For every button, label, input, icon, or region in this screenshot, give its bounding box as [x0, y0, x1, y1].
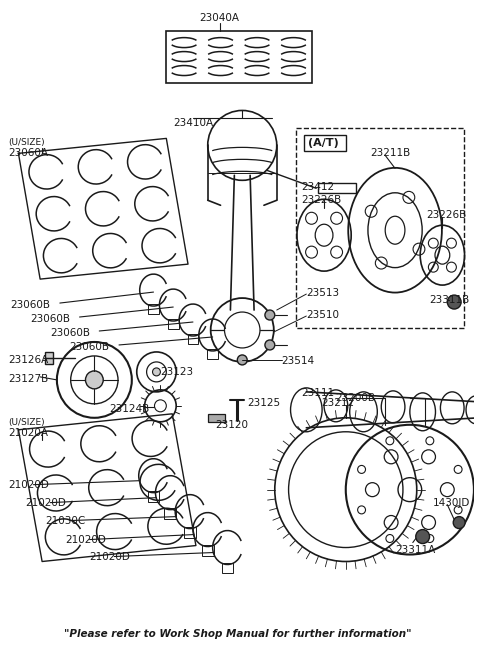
- Text: 21020D: 21020D: [9, 479, 49, 490]
- Text: (U/SIZE): (U/SIZE): [9, 138, 45, 147]
- Text: 23124B: 23124B: [109, 404, 149, 414]
- Text: 21020D: 21020D: [89, 552, 130, 561]
- Text: 23513: 23513: [306, 288, 339, 298]
- Bar: [45, 352, 53, 364]
- Bar: [167, 31, 312, 83]
- Text: 23060B: 23060B: [11, 300, 50, 310]
- Text: "Please refer to Work Shop Manual for further information": "Please refer to Work Shop Manual for fu…: [63, 629, 411, 639]
- Circle shape: [265, 340, 275, 350]
- Text: 23060B: 23060B: [70, 342, 110, 352]
- Text: 23200B: 23200B: [336, 393, 376, 403]
- Text: 21020A: 21020A: [9, 428, 48, 438]
- Text: 23412: 23412: [301, 182, 335, 193]
- Text: 23111: 23111: [301, 388, 335, 398]
- Text: 23226B: 23226B: [301, 195, 342, 205]
- Bar: [184, 527, 196, 538]
- Text: 23123: 23123: [160, 367, 193, 377]
- Bar: [297, 128, 464, 328]
- Text: 23212: 23212: [321, 398, 354, 408]
- Text: 21020D: 21020D: [25, 498, 66, 508]
- Text: 23410A: 23410A: [173, 119, 213, 128]
- Bar: [208, 414, 226, 422]
- Circle shape: [416, 530, 430, 544]
- Circle shape: [237, 355, 247, 365]
- Bar: [202, 544, 214, 555]
- Text: 23226B: 23226B: [427, 210, 467, 220]
- Bar: [147, 491, 159, 502]
- Bar: [188, 334, 198, 344]
- Circle shape: [453, 517, 465, 529]
- Text: 23060B: 23060B: [30, 314, 70, 324]
- Text: 23311B: 23311B: [430, 295, 470, 305]
- Text: 23125: 23125: [247, 398, 280, 408]
- Circle shape: [153, 368, 160, 376]
- Bar: [318, 183, 356, 193]
- Text: (A/T): (A/T): [308, 138, 339, 149]
- Text: 23126A: 23126A: [9, 355, 49, 365]
- Circle shape: [85, 371, 103, 389]
- Text: 23510: 23510: [306, 310, 339, 320]
- Text: 21030C: 21030C: [45, 515, 85, 525]
- Text: (U/SIZE): (U/SIZE): [9, 418, 45, 427]
- Bar: [168, 319, 179, 329]
- Text: 23060B: 23060B: [50, 328, 90, 338]
- Text: 23127B: 23127B: [9, 374, 49, 384]
- Circle shape: [447, 295, 461, 309]
- Text: 23211B: 23211B: [371, 149, 411, 159]
- Text: 1430JD: 1430JD: [432, 498, 470, 508]
- Bar: [304, 136, 346, 151]
- Text: 23514: 23514: [282, 356, 315, 366]
- Bar: [222, 563, 233, 574]
- Text: 23040A: 23040A: [200, 12, 240, 23]
- Circle shape: [265, 310, 275, 320]
- Text: 23060A: 23060A: [9, 149, 48, 159]
- Text: 23120: 23120: [216, 420, 249, 430]
- Text: 21020D: 21020D: [65, 534, 106, 544]
- Bar: [148, 304, 159, 314]
- Bar: [164, 508, 176, 519]
- Text: 23311A: 23311A: [395, 544, 435, 555]
- Bar: [207, 349, 218, 359]
